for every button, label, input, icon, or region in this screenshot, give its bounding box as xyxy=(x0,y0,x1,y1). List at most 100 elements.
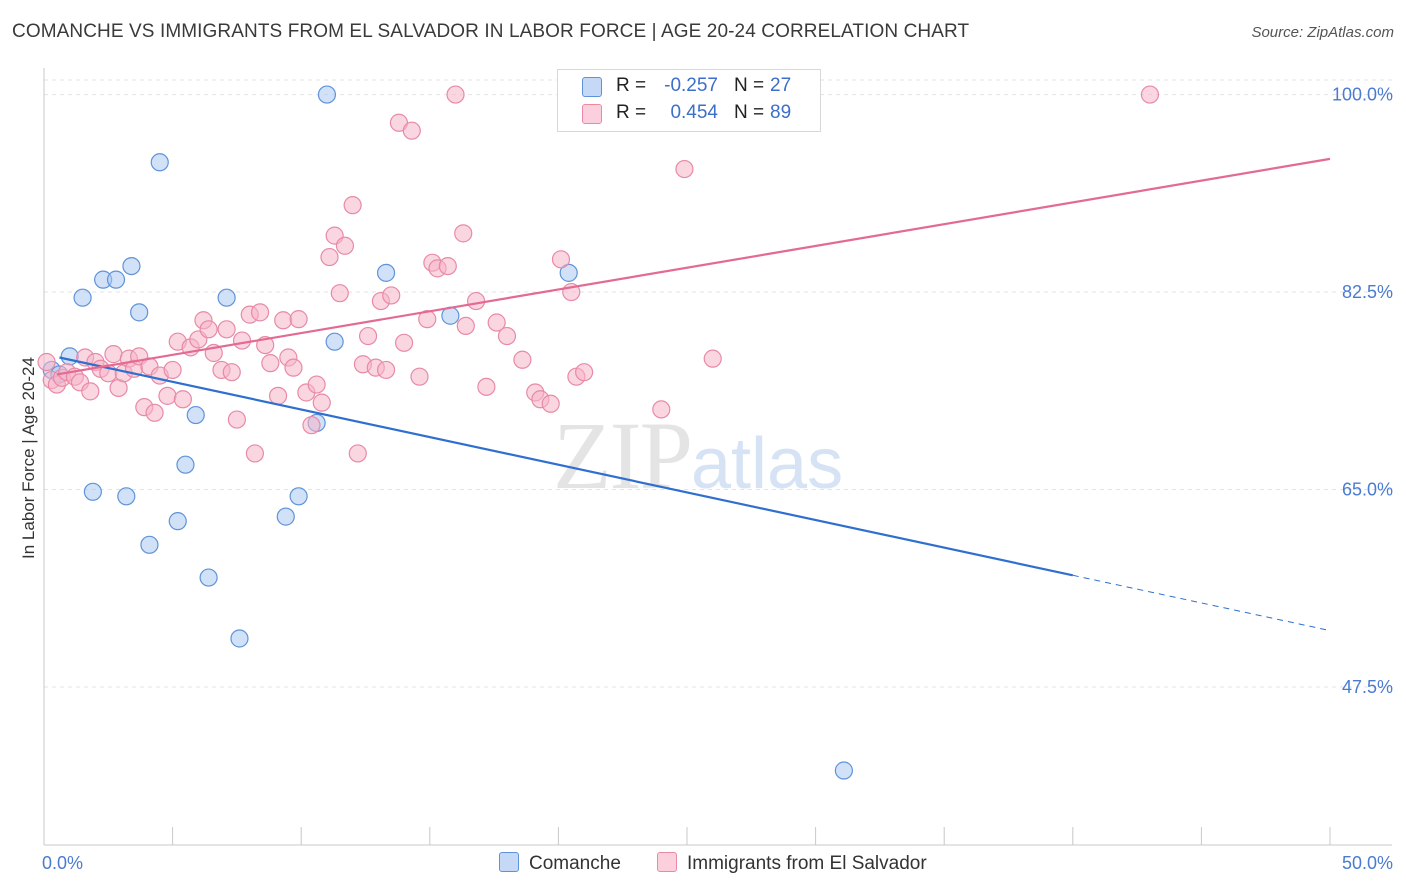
axes xyxy=(43,68,1392,846)
legend-r-label: R = xyxy=(616,102,647,123)
legend-n-value: 89 xyxy=(770,102,792,123)
watermark-zip: ZIP xyxy=(553,402,693,509)
salvador-point xyxy=(158,386,177,405)
salvador-point xyxy=(454,224,473,243)
comanche-trend-line xyxy=(59,356,1074,577)
comanche-point xyxy=(376,263,396,282)
salvador-point xyxy=(477,377,496,396)
legend-r-value: 0.454 xyxy=(670,102,718,123)
salvador-point xyxy=(497,326,517,346)
comanche-point xyxy=(289,487,308,506)
salvador-point xyxy=(227,410,246,429)
salvador-point xyxy=(541,394,560,413)
legend-r-label: R = xyxy=(616,75,647,96)
salvador-point xyxy=(284,358,303,377)
bottom-legend-salvador: Immigrants from El Salvador xyxy=(657,852,927,876)
comanche-points xyxy=(42,85,853,780)
comanche-point xyxy=(73,288,92,307)
comanche-point xyxy=(199,568,218,587)
grid-lines xyxy=(44,79,1392,688)
salvador-trend-line xyxy=(56,157,1331,376)
comanche-point xyxy=(83,482,102,501)
comanche-point xyxy=(60,347,79,366)
salvador-point xyxy=(261,354,280,373)
y-axis-label: In Labor Force | Age 20-24 xyxy=(19,357,38,559)
comanche-point xyxy=(122,256,141,276)
salvador-point xyxy=(335,236,355,255)
salvador-point xyxy=(217,320,236,339)
salvador-point xyxy=(466,291,486,311)
salvador-point xyxy=(382,286,401,305)
comanche-point xyxy=(168,512,187,531)
salvador-point xyxy=(81,382,100,401)
salvador-point xyxy=(37,352,56,372)
trend-lines xyxy=(56,157,1331,632)
salvador-point xyxy=(104,345,123,364)
comanche-point xyxy=(140,535,159,554)
salvador-point xyxy=(312,393,331,412)
comanche-point xyxy=(325,332,344,351)
comanche-point xyxy=(230,629,249,648)
legend-n-value: 27 xyxy=(770,75,792,96)
salvador-point xyxy=(343,196,362,215)
salvador-point xyxy=(289,310,308,329)
comanche-point xyxy=(106,270,126,289)
comanche-point xyxy=(276,507,295,526)
salvador-point xyxy=(456,316,475,336)
chart-title: COMANCHE VS IMMIGRANTS FROM EL SALVADOR … xyxy=(12,21,970,42)
bottom-swatch-salvador xyxy=(657,852,677,872)
comanche-point xyxy=(186,405,205,425)
x-tick-label: 0.0% xyxy=(42,853,83,873)
y-tick-label: 82.5% xyxy=(1342,282,1393,302)
x-tick-label: 50.0% xyxy=(1342,853,1393,873)
bottom-swatch-comanche xyxy=(499,852,519,872)
comanche-point xyxy=(317,85,337,104)
legend-n-label: N = xyxy=(734,102,765,123)
comanche-trend-extension xyxy=(1072,574,1331,632)
salvador-point xyxy=(274,311,293,330)
salvador-point xyxy=(320,247,339,267)
salvador-point xyxy=(652,400,671,419)
comanche-point xyxy=(130,303,149,322)
comanche-point xyxy=(834,761,853,780)
bottom-legend-label: Immigrants from El Salvador xyxy=(687,853,927,874)
y-tick-label: 100.0% xyxy=(1332,85,1393,105)
legend-n-label: N = xyxy=(734,75,765,96)
salvador-point xyxy=(145,403,164,422)
salvador-point xyxy=(245,444,265,463)
salvador-point xyxy=(675,159,694,179)
salvador-point xyxy=(1140,85,1160,104)
tick-labels: 47.5% 65.0% 82.5% 100.0% 0.0% 50.0% xyxy=(42,85,1393,873)
salvador-point xyxy=(513,350,532,369)
salvador-point xyxy=(250,303,270,322)
salvador-point xyxy=(551,250,571,269)
legend-row-salvador: R = 0.454 N = 89 xyxy=(558,100,820,128)
comanche-point xyxy=(217,288,236,307)
comanche-point xyxy=(176,455,195,474)
salvador-point xyxy=(348,444,367,463)
y-tick-label: 47.5% xyxy=(1342,677,1393,697)
legend-swatch-comanche xyxy=(582,77,602,97)
salvador-point xyxy=(438,256,457,276)
legend-r-value: -0.257 xyxy=(664,75,718,96)
salvador-point xyxy=(232,331,252,350)
salvador-point xyxy=(446,85,465,104)
salvador-point xyxy=(330,284,349,303)
correlation-legend: R = -0.257 N = 27 R = 0.454 N = 89 xyxy=(557,69,821,132)
bottom-legend-label: Comanche xyxy=(529,853,621,874)
source-credit: Source: ZipAtlas.com xyxy=(1251,24,1394,41)
salvador-point xyxy=(268,386,288,405)
salvador-point xyxy=(394,333,414,352)
legend-swatch-salvador xyxy=(582,104,602,124)
salvador-point xyxy=(410,367,429,386)
bottom-legend-comanche: Comanche xyxy=(499,852,621,876)
comanche-point xyxy=(150,153,169,172)
comanche-point xyxy=(117,487,136,506)
salvador-point xyxy=(222,363,241,382)
salvador-point xyxy=(575,363,594,382)
salvador-point xyxy=(376,360,396,380)
salvador-point xyxy=(173,390,192,409)
salvador-point xyxy=(302,416,321,435)
salvador-point xyxy=(307,375,326,394)
watermark-atlas: atlas xyxy=(691,424,844,504)
